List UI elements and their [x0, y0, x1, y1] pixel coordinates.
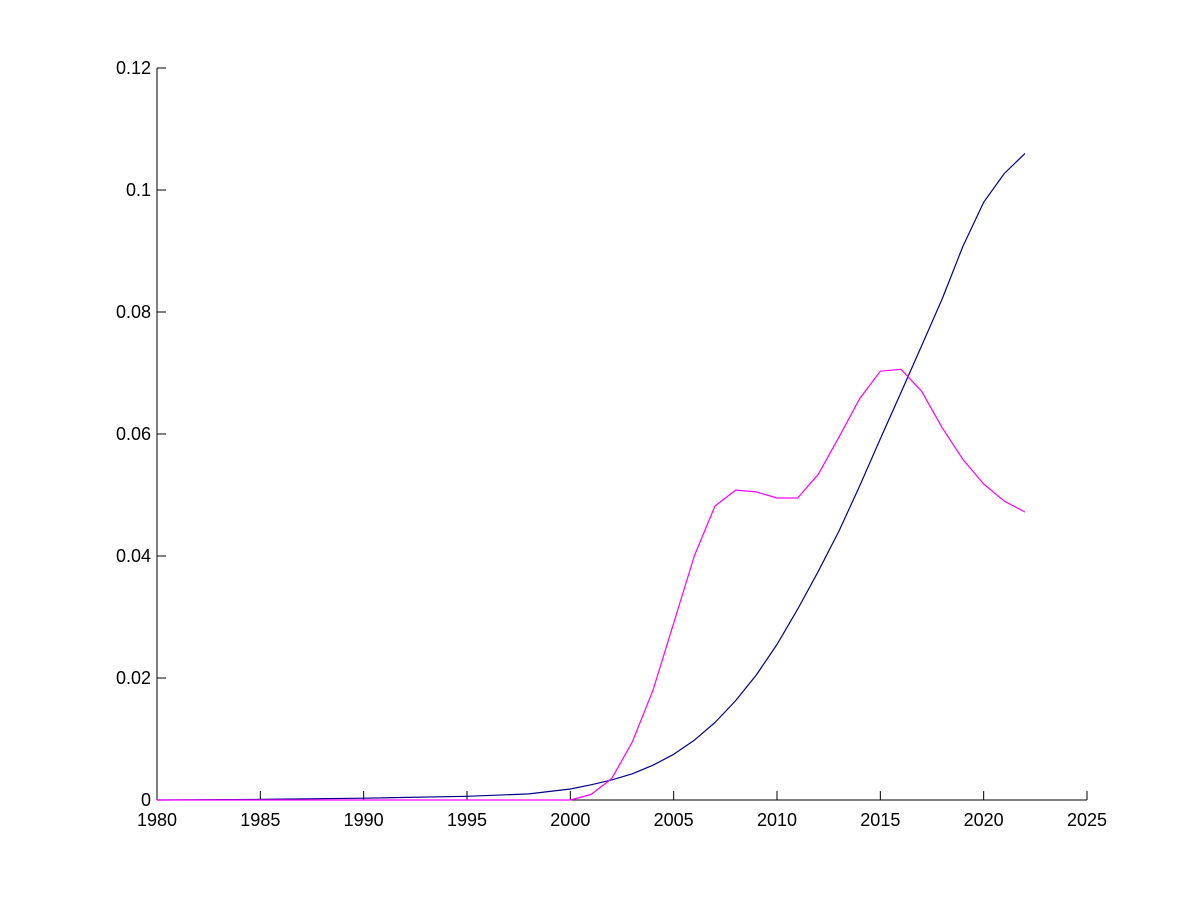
x-tick-label: 2025 [1067, 810, 1107, 830]
x-tick-label: 1985 [240, 810, 280, 830]
x-tick-label: 1990 [344, 810, 384, 830]
x-tick-label: 2000 [550, 810, 590, 830]
x-axis-ticks: 1980 1985 1990 1995 2000 2005 2010 2015 2020 2025 [137, 791, 1107, 830]
x-tick-label: 2010 [757, 810, 797, 830]
y-tick-label: 0.04 [116, 546, 151, 566]
x-tick-label: 2020 [964, 810, 1004, 830]
x-tick-label: 1980 [137, 810, 177, 830]
y-tick-label: 0.1 [126, 180, 151, 200]
x-tick-label: 2005 [654, 810, 694, 830]
y-tick-label: 0 [141, 790, 151, 810]
series-layer [156, 152, 1026, 801]
y-tick-label: 0.06 [116, 424, 151, 444]
y-tick-label: 0.02 [116, 668, 151, 688]
y-tick-label: 0.12 [116, 58, 151, 78]
y-axis-ticks: 0 0.02 0.04 0.06 0.08 0.1 0.12 [116, 58, 166, 810]
series-line-1 [156, 152, 1026, 801]
axes [156, 68, 1087, 801]
x-tick-label: 2015 [860, 810, 900, 830]
y-tick-label: 0.08 [116, 302, 151, 322]
series-line-2 [157, 368, 1026, 801]
x-tick-label: 1995 [447, 810, 487, 830]
